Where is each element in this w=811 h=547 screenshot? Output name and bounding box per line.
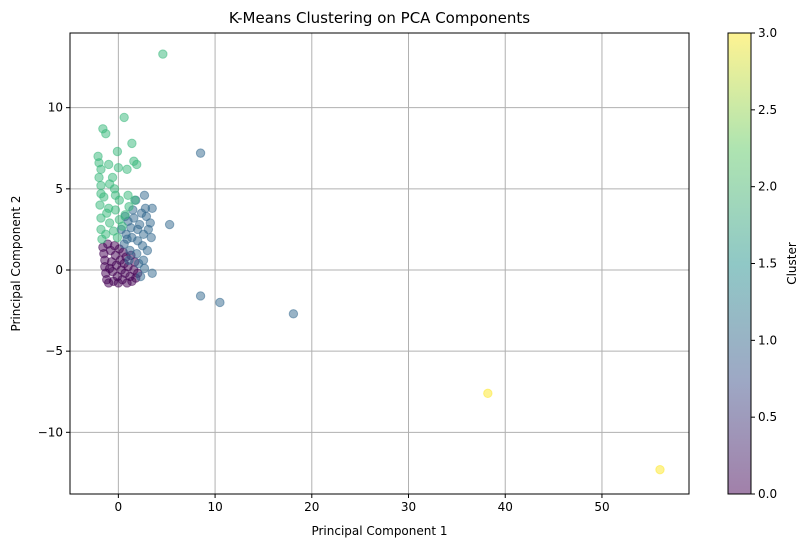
cluster-1-point (145, 218, 155, 228)
cluster-2-point (103, 159, 114, 170)
cluster-2-point (97, 234, 107, 244)
colorbar-tick-label: 1.5 (758, 257, 777, 271)
colorbar-tick-label: 3.0 (758, 26, 777, 40)
cluster-2-point (119, 112, 129, 123)
cluster-1-point (139, 190, 150, 201)
grid-lines (70, 33, 689, 494)
cluster-2-point (96, 180, 106, 191)
cluster-1-point (142, 245, 153, 256)
colorbar-ticks: 0.0 0.5 1.0 1.5 2.0 2.5 3.0 (751, 26, 777, 501)
cluster-1-point (195, 291, 206, 301)
cluster-1-point (195, 148, 206, 158)
cluster-2-point (94, 172, 104, 183)
cluster-1-point (146, 232, 156, 243)
cluster-1-point (288, 309, 299, 319)
data-points (93, 49, 665, 475)
cluster-2-point (132, 159, 142, 170)
y-tick-label: 10 (48, 101, 63, 115)
x-tick-label: 50 (594, 500, 609, 514)
colorbar-label: Cluster (785, 242, 799, 285)
cluster-2-point (120, 210, 130, 220)
cluster-2-point (112, 146, 123, 157)
cluster-2-point (124, 201, 134, 212)
cluster-2-point (95, 200, 105, 210)
x-tick-label: 0 (115, 500, 123, 514)
cluster-2-point (122, 164, 132, 175)
cluster-1-point (126, 223, 136, 233)
cluster-2-point (99, 192, 109, 202)
colorbar-tick-label: 0.5 (758, 410, 777, 424)
y-tick-label: −10 (38, 425, 63, 439)
cluster-2-point (123, 190, 133, 201)
cluster-1-point (122, 234, 132, 244)
cluster-1-point (164, 219, 175, 230)
colorbar-tick-label: 0.0 (758, 487, 777, 501)
x-tick-label: 20 (304, 500, 319, 514)
cluster-3-point (655, 464, 665, 475)
x-axis-label: Principal Component 1 (311, 524, 447, 538)
y-axis-ticks: −10 −5 0 5 10 (38, 101, 70, 439)
cluster-2-point (130, 195, 140, 205)
x-tick-label: 30 (401, 500, 416, 514)
cluster-3-point (483, 388, 493, 399)
cluster-1-point (124, 255, 134, 265)
cluster-1-point (138, 255, 149, 265)
plot-area-frame (69, 32, 690, 495)
cluster-2-point (104, 218, 115, 228)
x-tick-label: 10 (207, 500, 222, 514)
colorbar (727, 32, 752, 495)
cluster-0-point (104, 263, 115, 274)
cluster-2-point (112, 232, 123, 243)
cluster-2-point (158, 49, 168, 59)
cluster-2-point (127, 138, 137, 149)
cluster-1-point (147, 268, 157, 278)
y-axis-label: Principal Component 2 (9, 195, 23, 331)
cluster-1-point (135, 271, 146, 282)
chart-title: K-Means Clustering on PCA Components (229, 9, 530, 27)
cluster-2-point (113, 163, 124, 173)
colorbar-tick-label: 2.5 (758, 103, 777, 117)
x-axis-ticks: 0 10 20 30 40 50 (115, 494, 610, 514)
cluster-2-point (110, 205, 121, 215)
cluster-2-point (96, 164, 106, 175)
colorbar-tick-label: 2.0 (758, 180, 777, 194)
cluster-2-point (102, 208, 112, 218)
cluster-1-point (215, 297, 225, 308)
colorbar-tick-label: 1.0 (758, 333, 777, 347)
y-tick-label: −5 (45, 344, 63, 358)
x-tick-label: 40 (498, 500, 513, 514)
cluster-1-point (140, 203, 151, 214)
y-tick-label: 5 (55, 182, 63, 196)
cluster-2-point (117, 221, 127, 231)
cluster-2-point (101, 128, 111, 139)
y-tick-label: 0 (55, 263, 63, 277)
cluster-2-point (114, 195, 125, 205)
cluster-1-point (132, 249, 142, 259)
cluster-1-point (139, 263, 150, 274)
